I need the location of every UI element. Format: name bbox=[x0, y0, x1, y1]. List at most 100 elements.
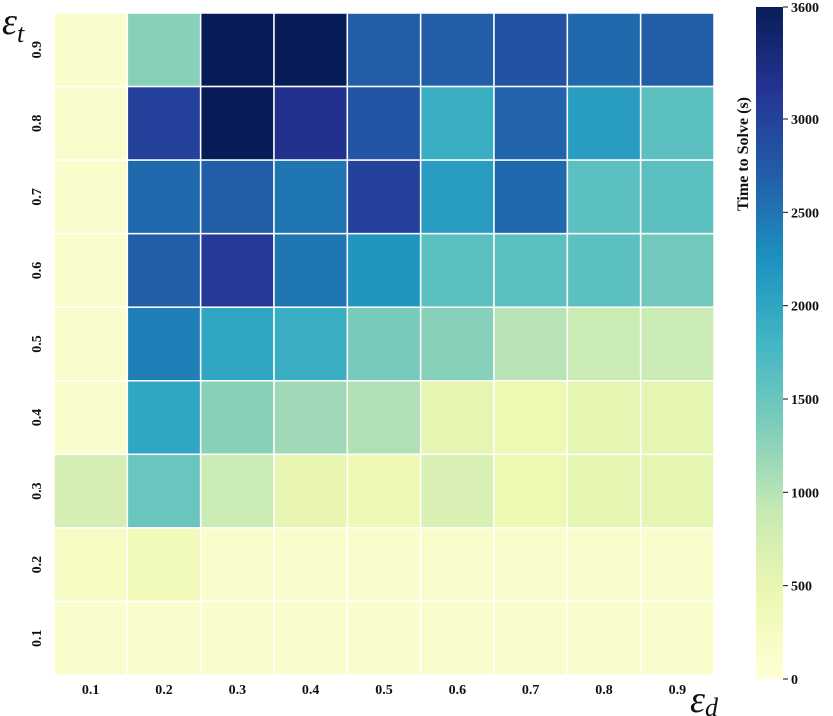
y-tick-label: 0.2 bbox=[30, 556, 45, 574]
heatmap-cell bbox=[639, 12, 715, 88]
heatmap-cell bbox=[566, 380, 642, 456]
colorbar bbox=[756, 7, 783, 679]
colorbar-tick-label: 2500 bbox=[791, 206, 819, 221]
heatmap-cell bbox=[126, 232, 202, 308]
y-tick-labels: 0.9 0.8 0.7 0.6 0.5 0.4 0.3 0.2 0.1 bbox=[30, 41, 45, 647]
colorbar-tick-label: 0 bbox=[791, 673, 798, 688]
y-tick-label: 0.9 bbox=[30, 41, 45, 59]
x-tick-label: 0.3 bbox=[229, 683, 247, 698]
heatmap-cell bbox=[53, 12, 129, 88]
y-tick-label: 0.6 bbox=[30, 262, 45, 280]
heatmap-cell bbox=[126, 12, 202, 88]
heatmap-cell bbox=[639, 527, 715, 603]
colorbar-tick-label: 3600 bbox=[791, 1, 819, 16]
heatmap-cell bbox=[493, 232, 569, 308]
heatmap-cell bbox=[126, 600, 202, 676]
heatmap-cell bbox=[419, 600, 495, 676]
heatmap-cell bbox=[273, 453, 349, 529]
colorbar-label: Time to Solve (s) bbox=[735, 97, 752, 211]
y-axis-label: εt bbox=[2, 1, 25, 48]
heatmap-cell bbox=[419, 380, 495, 456]
y-tick-label: 0.8 bbox=[30, 115, 45, 133]
heatmap-cell bbox=[639, 453, 715, 529]
heatmap-cell bbox=[639, 232, 715, 308]
heatmap-cell bbox=[639, 380, 715, 456]
heatmap-cell bbox=[199, 600, 275, 676]
x-tick-label: 0.9 bbox=[669, 683, 687, 698]
heatmap-cell bbox=[199, 159, 275, 235]
heatmap-cell bbox=[346, 306, 422, 382]
colorbar-tick-labels: 0 500 1000 1500 2000 2500 3000 3600 bbox=[783, 1, 819, 688]
colorbar-tick-label: 1000 bbox=[791, 486, 819, 501]
heatmap-cell bbox=[273, 306, 349, 382]
heatmap-cell bbox=[566, 453, 642, 529]
heatmap-cell bbox=[199, 380, 275, 456]
heatmap-cell bbox=[126, 527, 202, 603]
heatmap-cell bbox=[126, 306, 202, 382]
heatmap-cell bbox=[419, 159, 495, 235]
heatmap-cell bbox=[199, 12, 275, 88]
heatmap-cell bbox=[126, 453, 202, 529]
heatmap-cell bbox=[566, 159, 642, 235]
heatmap-cell bbox=[639, 600, 715, 676]
x-tick-labels: 0.1 0.2 0.3 0.4 0.5 0.6 0.7 0.8 0.9 bbox=[82, 683, 686, 698]
heatmap-cell bbox=[419, 527, 495, 603]
heatmap-cell bbox=[419, 85, 495, 161]
heatmap-cell bbox=[639, 85, 715, 161]
heatmap-cell bbox=[273, 600, 349, 676]
heatmap-cell bbox=[126, 380, 202, 456]
heatmap-cell bbox=[273, 85, 349, 161]
heatmap-cells bbox=[53, 12, 715, 676]
heatmap-cell bbox=[493, 600, 569, 676]
heatmap-cell bbox=[53, 232, 129, 308]
heatmap-cell bbox=[346, 600, 422, 676]
heatmap-cell bbox=[126, 159, 202, 235]
y-tick-label: 0.7 bbox=[30, 188, 45, 206]
heatmap-cell bbox=[566, 306, 642, 382]
heatmap-cell bbox=[273, 232, 349, 308]
heatmap-cell bbox=[199, 232, 275, 308]
heatmap-cell bbox=[566, 600, 642, 676]
heatmap-cell bbox=[493, 453, 569, 529]
heatmap-cell bbox=[566, 232, 642, 308]
heatmap-cell bbox=[419, 306, 495, 382]
y-tick-label: 0.5 bbox=[30, 335, 45, 353]
heatmap-cell bbox=[419, 453, 495, 529]
colorbar-tick-label: 1500 bbox=[791, 393, 819, 408]
heatmap-cell bbox=[493, 159, 569, 235]
heatmap-cell bbox=[53, 306, 129, 382]
x-tick-label: 0.8 bbox=[595, 683, 613, 698]
heatmap-cell bbox=[493, 527, 569, 603]
colorbar-tick-label: 500 bbox=[791, 580, 812, 595]
heatmap-cell bbox=[199, 306, 275, 382]
y-tick-label: 0.1 bbox=[30, 629, 45, 647]
heatmap-cell bbox=[639, 159, 715, 235]
heatmap-cell bbox=[346, 159, 422, 235]
heatmap-cell bbox=[346, 12, 422, 88]
heatmap-cell bbox=[53, 600, 129, 676]
x-tick-label: 0.6 bbox=[449, 683, 467, 698]
x-tick-label: 0.4 bbox=[302, 683, 320, 698]
heatmap-cell bbox=[493, 85, 569, 161]
x-tick-label: 0.2 bbox=[155, 683, 173, 698]
heatmap-cell bbox=[346, 527, 422, 603]
heatmap-cell bbox=[346, 380, 422, 456]
heatmap-cell bbox=[53, 159, 129, 235]
heatmap-cell bbox=[199, 85, 275, 161]
heatmap-cell bbox=[566, 85, 642, 161]
heatmap-cell bbox=[273, 527, 349, 603]
heatmap-cell bbox=[199, 527, 275, 603]
heatmap-cell bbox=[199, 453, 275, 529]
heatmap-cell bbox=[346, 232, 422, 308]
heatmap-cell bbox=[53, 453, 129, 529]
heatmap-cell bbox=[53, 527, 129, 603]
x-tick-label: 0.1 bbox=[82, 683, 100, 698]
heatmap-cell bbox=[419, 232, 495, 308]
colorbar-tick-label: 2000 bbox=[791, 300, 819, 315]
heatmap-cell bbox=[53, 85, 129, 161]
colorbar-tick-label: 3000 bbox=[791, 113, 819, 128]
heatmap-cell bbox=[346, 85, 422, 161]
heatmap-cell bbox=[566, 527, 642, 603]
x-tick-label: 0.7 bbox=[522, 683, 540, 698]
